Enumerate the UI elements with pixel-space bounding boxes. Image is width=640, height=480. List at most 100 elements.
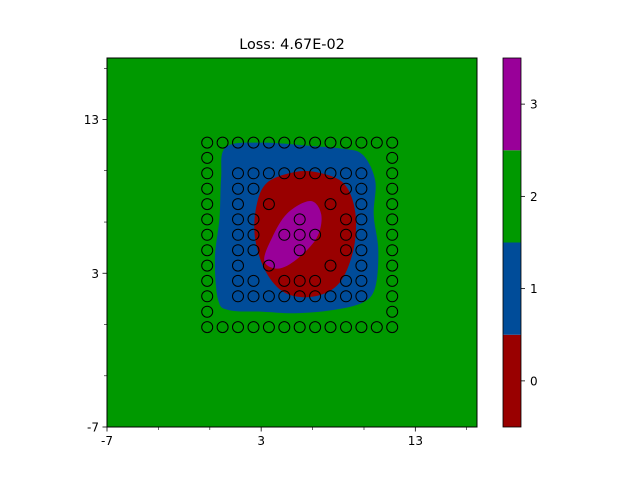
data-point <box>309 167 322 180</box>
data-point <box>340 321 352 334</box>
data-point <box>293 321 306 334</box>
x-tick-label: 13 <box>408 434 423 448</box>
data-point <box>340 213 352 226</box>
data-point <box>293 213 306 226</box>
data-point <box>201 136 214 149</box>
data-point <box>309 321 322 334</box>
colorbar-frame <box>502 57 522 428</box>
data-point <box>232 213 244 226</box>
region-class-3 <box>264 200 322 269</box>
y-axis: -7 3 13 <box>84 68 107 435</box>
data-point <box>324 321 337 334</box>
data-point <box>262 198 275 211</box>
data-point <box>386 321 399 334</box>
data-point <box>355 274 368 287</box>
data-point <box>309 290 322 303</box>
data-point <box>262 290 275 303</box>
data-point <box>262 136 275 149</box>
data-point <box>293 228 306 241</box>
data-point <box>278 136 291 149</box>
colorbar-tick-label: 2 <box>530 190 538 204</box>
data-point <box>201 151 214 164</box>
data-point <box>201 259 214 272</box>
data-point <box>293 244 306 257</box>
data-point <box>278 228 291 241</box>
data-point <box>201 213 214 226</box>
x-axis: -7 3 13 <box>101 427 467 448</box>
data-point <box>355 228 368 241</box>
data-point <box>278 321 291 334</box>
data-point <box>340 290 352 303</box>
data-point <box>247 290 260 303</box>
data-point <box>386 151 399 164</box>
data-point <box>386 259 399 272</box>
data-point <box>386 228 399 241</box>
data-point <box>324 167 337 180</box>
colorbar-segment-1 <box>503 242 521 335</box>
colorbar-segment-0 <box>503 334 521 427</box>
data-point <box>201 167 214 180</box>
data-point <box>324 259 337 272</box>
data-point <box>262 321 275 334</box>
data-point <box>201 244 214 257</box>
colorbar-tick-label: 3 <box>530 98 538 112</box>
data-point <box>340 228 352 241</box>
chart-title: Loss: 4.67E-02 <box>239 37 345 53</box>
data-point <box>201 290 214 303</box>
data-point <box>324 290 337 303</box>
data-point <box>232 290 244 303</box>
decision-regions <box>214 142 379 314</box>
data-point <box>201 198 214 211</box>
colorbar: 0 1 2 3 <box>502 57 538 428</box>
training-points <box>201 136 399 334</box>
data-point <box>370 136 383 149</box>
data-point <box>232 228 244 241</box>
data-point <box>355 198 368 211</box>
data-point <box>355 259 368 272</box>
data-point <box>247 274 260 287</box>
data-point <box>386 198 399 211</box>
data-point <box>201 305 214 318</box>
data-point <box>355 290 368 303</box>
data-point <box>340 274 352 287</box>
data-point <box>324 198 337 211</box>
colorbar-segment-2 <box>503 150 521 243</box>
data-point <box>324 136 337 149</box>
data-point <box>232 321 244 334</box>
data-point <box>293 290 306 303</box>
data-point <box>355 213 368 226</box>
data-point <box>386 290 399 303</box>
data-point <box>201 182 214 195</box>
data-point <box>340 182 352 195</box>
data-point <box>247 182 260 195</box>
data-point <box>247 136 260 149</box>
data-point <box>309 228 322 241</box>
data-point <box>278 290 291 303</box>
data-point <box>355 167 368 180</box>
data-point <box>355 182 368 195</box>
data-point <box>232 198 244 211</box>
data-point <box>247 167 260 180</box>
data-point <box>355 321 368 334</box>
data-point <box>232 259 244 272</box>
data-point <box>247 244 260 257</box>
colorbar-tick-label: 1 <box>530 282 538 296</box>
data-point <box>262 167 275 180</box>
data-point <box>216 321 229 334</box>
x-tick-label: -7 <box>101 434 113 448</box>
data-point <box>247 321 260 334</box>
data-point <box>340 136 352 149</box>
data-point <box>201 228 214 241</box>
data-point <box>386 213 399 226</box>
data-point <box>386 136 399 149</box>
data-point <box>232 274 244 287</box>
y-tick-label: 3 <box>91 267 99 281</box>
data-point <box>293 274 306 287</box>
data-point <box>247 228 260 241</box>
data-point <box>355 244 368 257</box>
data-point <box>355 136 368 149</box>
data-point <box>247 213 260 226</box>
data-point <box>293 167 306 180</box>
data-point <box>309 136 322 149</box>
